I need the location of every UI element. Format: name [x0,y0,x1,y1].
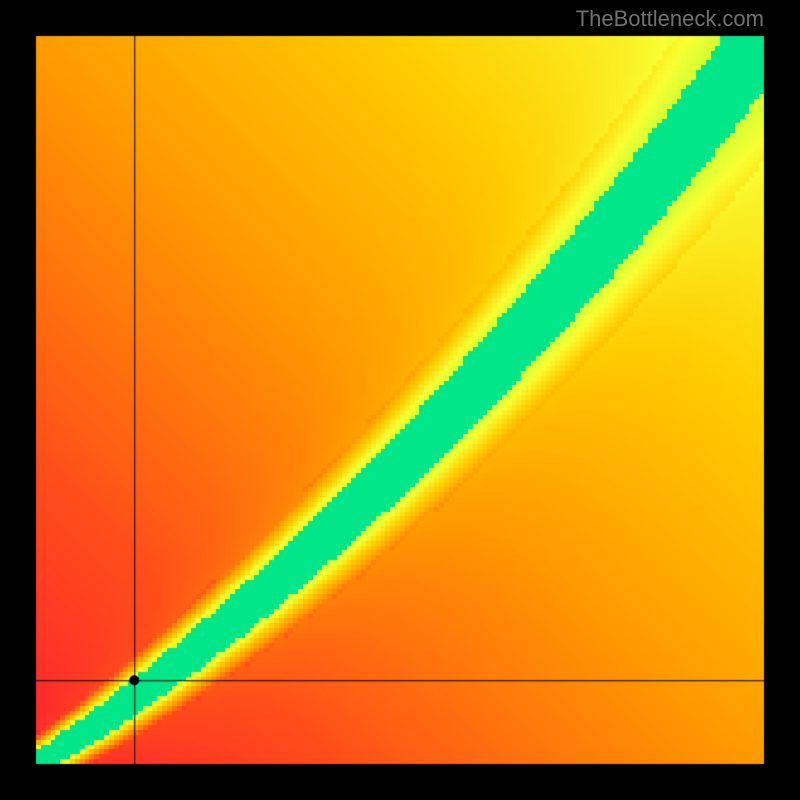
chart-container: TheBottleneck.com [0,0,800,800]
watermark-text: TheBottleneck.com [576,6,764,32]
bottleneck-heatmap [0,0,800,800]
